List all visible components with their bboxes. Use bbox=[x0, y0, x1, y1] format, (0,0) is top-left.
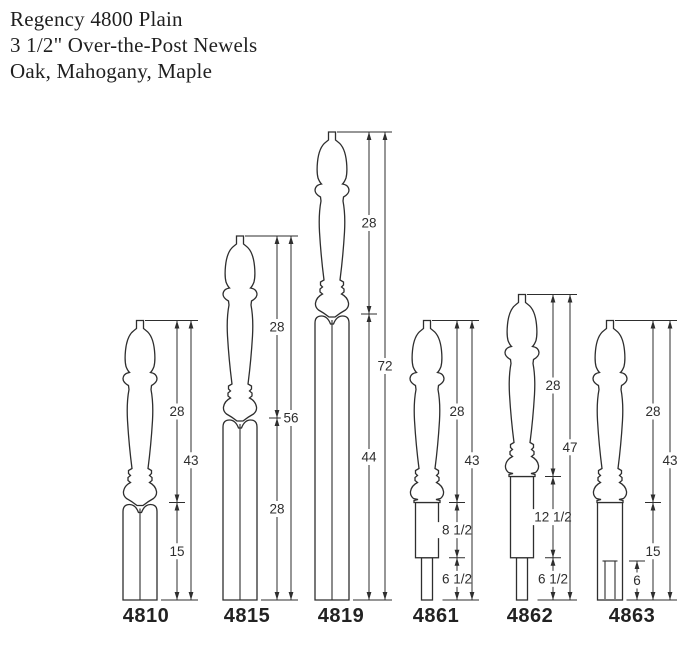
dim-value: 8 1/2 bbox=[442, 523, 472, 538]
title-line-1: Regency 4800 Plain bbox=[10, 7, 183, 31]
dim-value: 43 bbox=[183, 453, 198, 468]
dim-value: 15 bbox=[169, 544, 184, 559]
dim-line-inner: 28 15 bbox=[166, 320, 188, 600]
post-4863: 28 15 43 6 4863 bbox=[592, 319, 681, 627]
dim-line-notch: 6 bbox=[629, 560, 645, 600]
post-block bbox=[414, 501, 440, 559]
post-pin bbox=[515, 557, 529, 601]
dim-value: 72 bbox=[377, 359, 392, 374]
post-id-label: 4861 bbox=[413, 605, 460, 627]
post-turning bbox=[592, 319, 628, 504]
dim-value: 6 bbox=[633, 573, 641, 588]
dim-line-overall: 72 bbox=[374, 132, 396, 600]
dim-value: 28 bbox=[269, 320, 284, 335]
dim-line-inner: 28 8 1/2 6 1/2 bbox=[436, 320, 478, 600]
post-turning bbox=[314, 131, 350, 318]
dim-value: 47 bbox=[562, 440, 577, 455]
page-title: Regency 4800 Plain 3 1/2" Over-the-Post … bbox=[10, 6, 257, 84]
dim-line-overall: 43 bbox=[461, 320, 483, 600]
post-4819: 28 44 72 4819 bbox=[314, 131, 396, 627]
post-turning bbox=[122, 319, 158, 507]
post-4861: 28 8 1/2 6 1/2 43 4861 bbox=[409, 319, 483, 627]
title-line-2: 3 1/2" Over-the-Post Newels bbox=[10, 33, 258, 57]
post-turning bbox=[504, 293, 540, 478]
dim-value: 28 bbox=[645, 404, 660, 419]
post-turning bbox=[222, 235, 258, 422]
dim-value: 56 bbox=[283, 411, 298, 426]
dim-line-inner: 28 44 bbox=[358, 132, 380, 600]
post-turning bbox=[409, 319, 445, 504]
dim-line-inner: 28 12 1/2 6 1/2 bbox=[528, 294, 578, 600]
dim-value: 44 bbox=[361, 450, 377, 465]
post-id-label: 4819 bbox=[318, 605, 365, 627]
dim-value: 15 bbox=[645, 544, 660, 559]
dim-line-overall: 43 bbox=[659, 320, 681, 600]
dim-value: 6 1/2 bbox=[442, 571, 472, 586]
title-line-3: Oak, Mahogany, Maple bbox=[10, 59, 213, 83]
dim-line-overall: 56 bbox=[280, 236, 302, 600]
post-id-label: 4863 bbox=[609, 605, 656, 627]
dim-value: 28 bbox=[269, 502, 284, 517]
dim-line-inner: 28 15 bbox=[642, 320, 664, 600]
dim-value: 43 bbox=[464, 453, 479, 468]
dim-value: 28 bbox=[449, 404, 464, 419]
dim-line-inner: 28 28 bbox=[266, 236, 288, 600]
post-id-label: 4862 bbox=[507, 605, 554, 627]
dim-value: 28 bbox=[545, 378, 560, 393]
post-base bbox=[596, 501, 624, 601]
dim-line-overall: 47 bbox=[559, 294, 581, 600]
post-id-label: 4810 bbox=[123, 605, 170, 627]
dim-value: 28 bbox=[361, 216, 376, 231]
dim-value: 12 1/2 bbox=[534, 510, 572, 525]
dim-line-overall: 43 bbox=[180, 320, 202, 600]
post-id-label: 4815 bbox=[224, 605, 271, 627]
dim-value: 43 bbox=[662, 453, 677, 468]
dim-value: 6 1/2 bbox=[538, 571, 568, 586]
post-4862: 28 12 1/2 6 1/2 47 4862 bbox=[504, 293, 581, 627]
post-4810: 28 15 43 4810 bbox=[122, 319, 202, 627]
dim-value: 28 bbox=[169, 404, 184, 419]
post-pin bbox=[420, 557, 434, 601]
post-4815: 28 28 56 4815 bbox=[222, 235, 302, 627]
